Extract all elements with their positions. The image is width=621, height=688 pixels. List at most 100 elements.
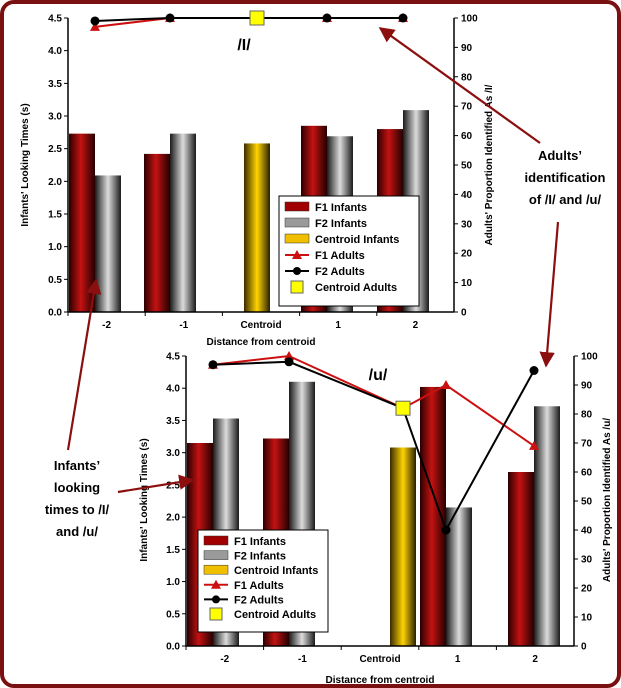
bar: [144, 153, 170, 312]
legend-label: F1 Adults: [315, 250, 365, 262]
f2-adults-point: [165, 13, 175, 23]
f1-adults-point: [284, 351, 294, 360]
legend-label: Centroid Infants: [234, 565, 318, 577]
y2-tick-label: 60: [581, 468, 593, 479]
legend-label: F2 Adults: [315, 266, 365, 278]
legend: F1 Infants F2 Infants Centroid Infants F1 A…: [197, 529, 329, 633]
x-tick-label: Centroid: [359, 654, 400, 665]
x-tick-label: Centroid: [240, 320, 281, 331]
legend-marker: [211, 579, 221, 589]
f1-adults-point: [441, 380, 451, 389]
annotation-arrow: [539, 221, 560, 368]
annotation-infants-line: looking: [54, 480, 100, 495]
y-tick-label: 2.0: [166, 513, 180, 524]
legend-marker: [292, 250, 302, 259]
y2-tick-label: 100: [581, 352, 598, 363]
legend-swatch: [284, 201, 310, 212]
legend-label: F1 Adults: [234, 580, 284, 592]
annotations: Adults’ identification of /I/ and /u/Infan…: [45, 27, 606, 539]
y-tick-label: 2.5: [48, 144, 62, 155]
f2-adults-point: [441, 525, 451, 535]
legend-label: F2 Infants: [315, 218, 367, 230]
x-tick-label: 2: [532, 654, 538, 665]
legend: F1 Infants F2 Infants Centroid Infants F1 A…: [278, 195, 420, 307]
f2-adults-point: [322, 13, 332, 23]
x-tick-label: 1: [335, 320, 341, 331]
y-tick-label: 2.0: [48, 177, 62, 188]
y2-tick-label: 10: [461, 278, 473, 289]
y-tick-label: 4.0: [166, 384, 180, 395]
legend-label: F1 Infants: [315, 202, 367, 214]
legend-label: F2 Adults: [234, 594, 284, 606]
y-tick-label: 3.5: [48, 79, 62, 90]
y2-tick-label: 60: [461, 131, 473, 142]
y-tick-label: 1.0: [48, 242, 62, 253]
y-tick-label: 2.5: [166, 480, 180, 491]
legend-label: Centroid Adults: [315, 282, 397, 294]
y-tick-label: 1.5: [48, 210, 62, 221]
y-tick-label: 1.0: [166, 577, 180, 588]
y2-tick-label: 70: [581, 439, 593, 450]
y-axis-label: Infants' Looking Times (s): [139, 438, 150, 561]
f2-adults-point: [90, 16, 100, 26]
y-tick-label: 3.0: [166, 448, 180, 459]
f1-adults-point: [90, 21, 100, 31]
y-tick-label: 4.5: [166, 352, 180, 363]
legend-marker: [290, 280, 304, 294]
y2-tick-label: 100: [461, 14, 478, 25]
y2-tick-label: 80: [581, 410, 593, 421]
x-tick-label: 2: [413, 320, 419, 331]
y-tick-label: 0.0: [48, 308, 62, 319]
y-tick-label: 3.5: [166, 416, 180, 427]
chart-panel-1: 0.0 0.5 1.0 1.5 2.0 2.5 3.0 3.5 4.0 4.5 0 10 20 30 40 5…: [20, 10, 495, 348]
legend-label: F2 Infants: [234, 551, 286, 563]
x-tick-label: -2: [102, 320, 111, 331]
annotation-arrow: [117, 474, 195, 494]
legend-swatch: [203, 564, 229, 575]
y2-tick-label: 90: [581, 381, 593, 392]
y-tick-label: 4.0: [48, 46, 62, 57]
y2-tick-label: 20: [581, 584, 593, 595]
y2-tick-label: 0: [461, 308, 467, 319]
f2-adults-point: [284, 357, 294, 367]
x-tick-label: -1: [179, 320, 188, 331]
y2-tick-label: 70: [461, 102, 473, 113]
y2-tick-label: 30: [581, 555, 593, 566]
y2-tick-label: 40: [581, 526, 593, 537]
y2-tick-label: 20: [461, 249, 473, 260]
legend-label: F1 Infants: [234, 536, 286, 548]
f2-adults-point: [529, 366, 539, 375]
x-tick-label: -2: [220, 654, 229, 665]
annotation-infants-line: and /u/: [56, 524, 98, 539]
bar: [390, 447, 416, 646]
bar: [95, 175, 121, 312]
y-tick-label: 1.5: [166, 545, 180, 556]
annotation-adults-line: Adults’: [538, 148, 582, 163]
y2-axis-label: Adults' Proportion Identified As /u/: [602, 418, 613, 582]
y-tick-label: 3.0: [48, 112, 62, 123]
y2-tick-label: 30: [461, 219, 473, 230]
bar: [170, 133, 196, 312]
f2-adults-point: [208, 360, 218, 370]
bar: [69, 133, 95, 312]
bar: [534, 406, 560, 646]
centroid-adults-point: [249, 10, 265, 26]
legend-marker: [209, 607, 223, 621]
y2-tick-label: 0: [581, 642, 587, 653]
y2-tick-label: 80: [461, 72, 473, 83]
legend-swatch: [203, 550, 229, 560]
x-tick-label: -1: [298, 654, 307, 665]
legend-label: Centroid Adults: [234, 609, 316, 621]
y-axis-label: Infants' Looking Times (s): [20, 103, 31, 226]
chart-title: /I/: [237, 37, 251, 54]
legend-marker: [212, 595, 220, 604]
y-tick-label: 0.5: [166, 609, 180, 620]
annotation-adults-line: identification: [525, 170, 606, 185]
f1-adults-point: [529, 440, 539, 450]
annotation-infants-line: times to /I/: [45, 502, 110, 517]
legend-swatch: [284, 233, 310, 244]
legend-swatch: [203, 535, 229, 546]
y-tick-label: 0.0: [166, 642, 180, 653]
bar: [244, 143, 270, 312]
chart-panel-2: 0.0 0.5 1.0 1.5 2.0 2.5 3.0 3.5 4.0 4.5 0 10 20 30 40 5…: [139, 351, 613, 684]
